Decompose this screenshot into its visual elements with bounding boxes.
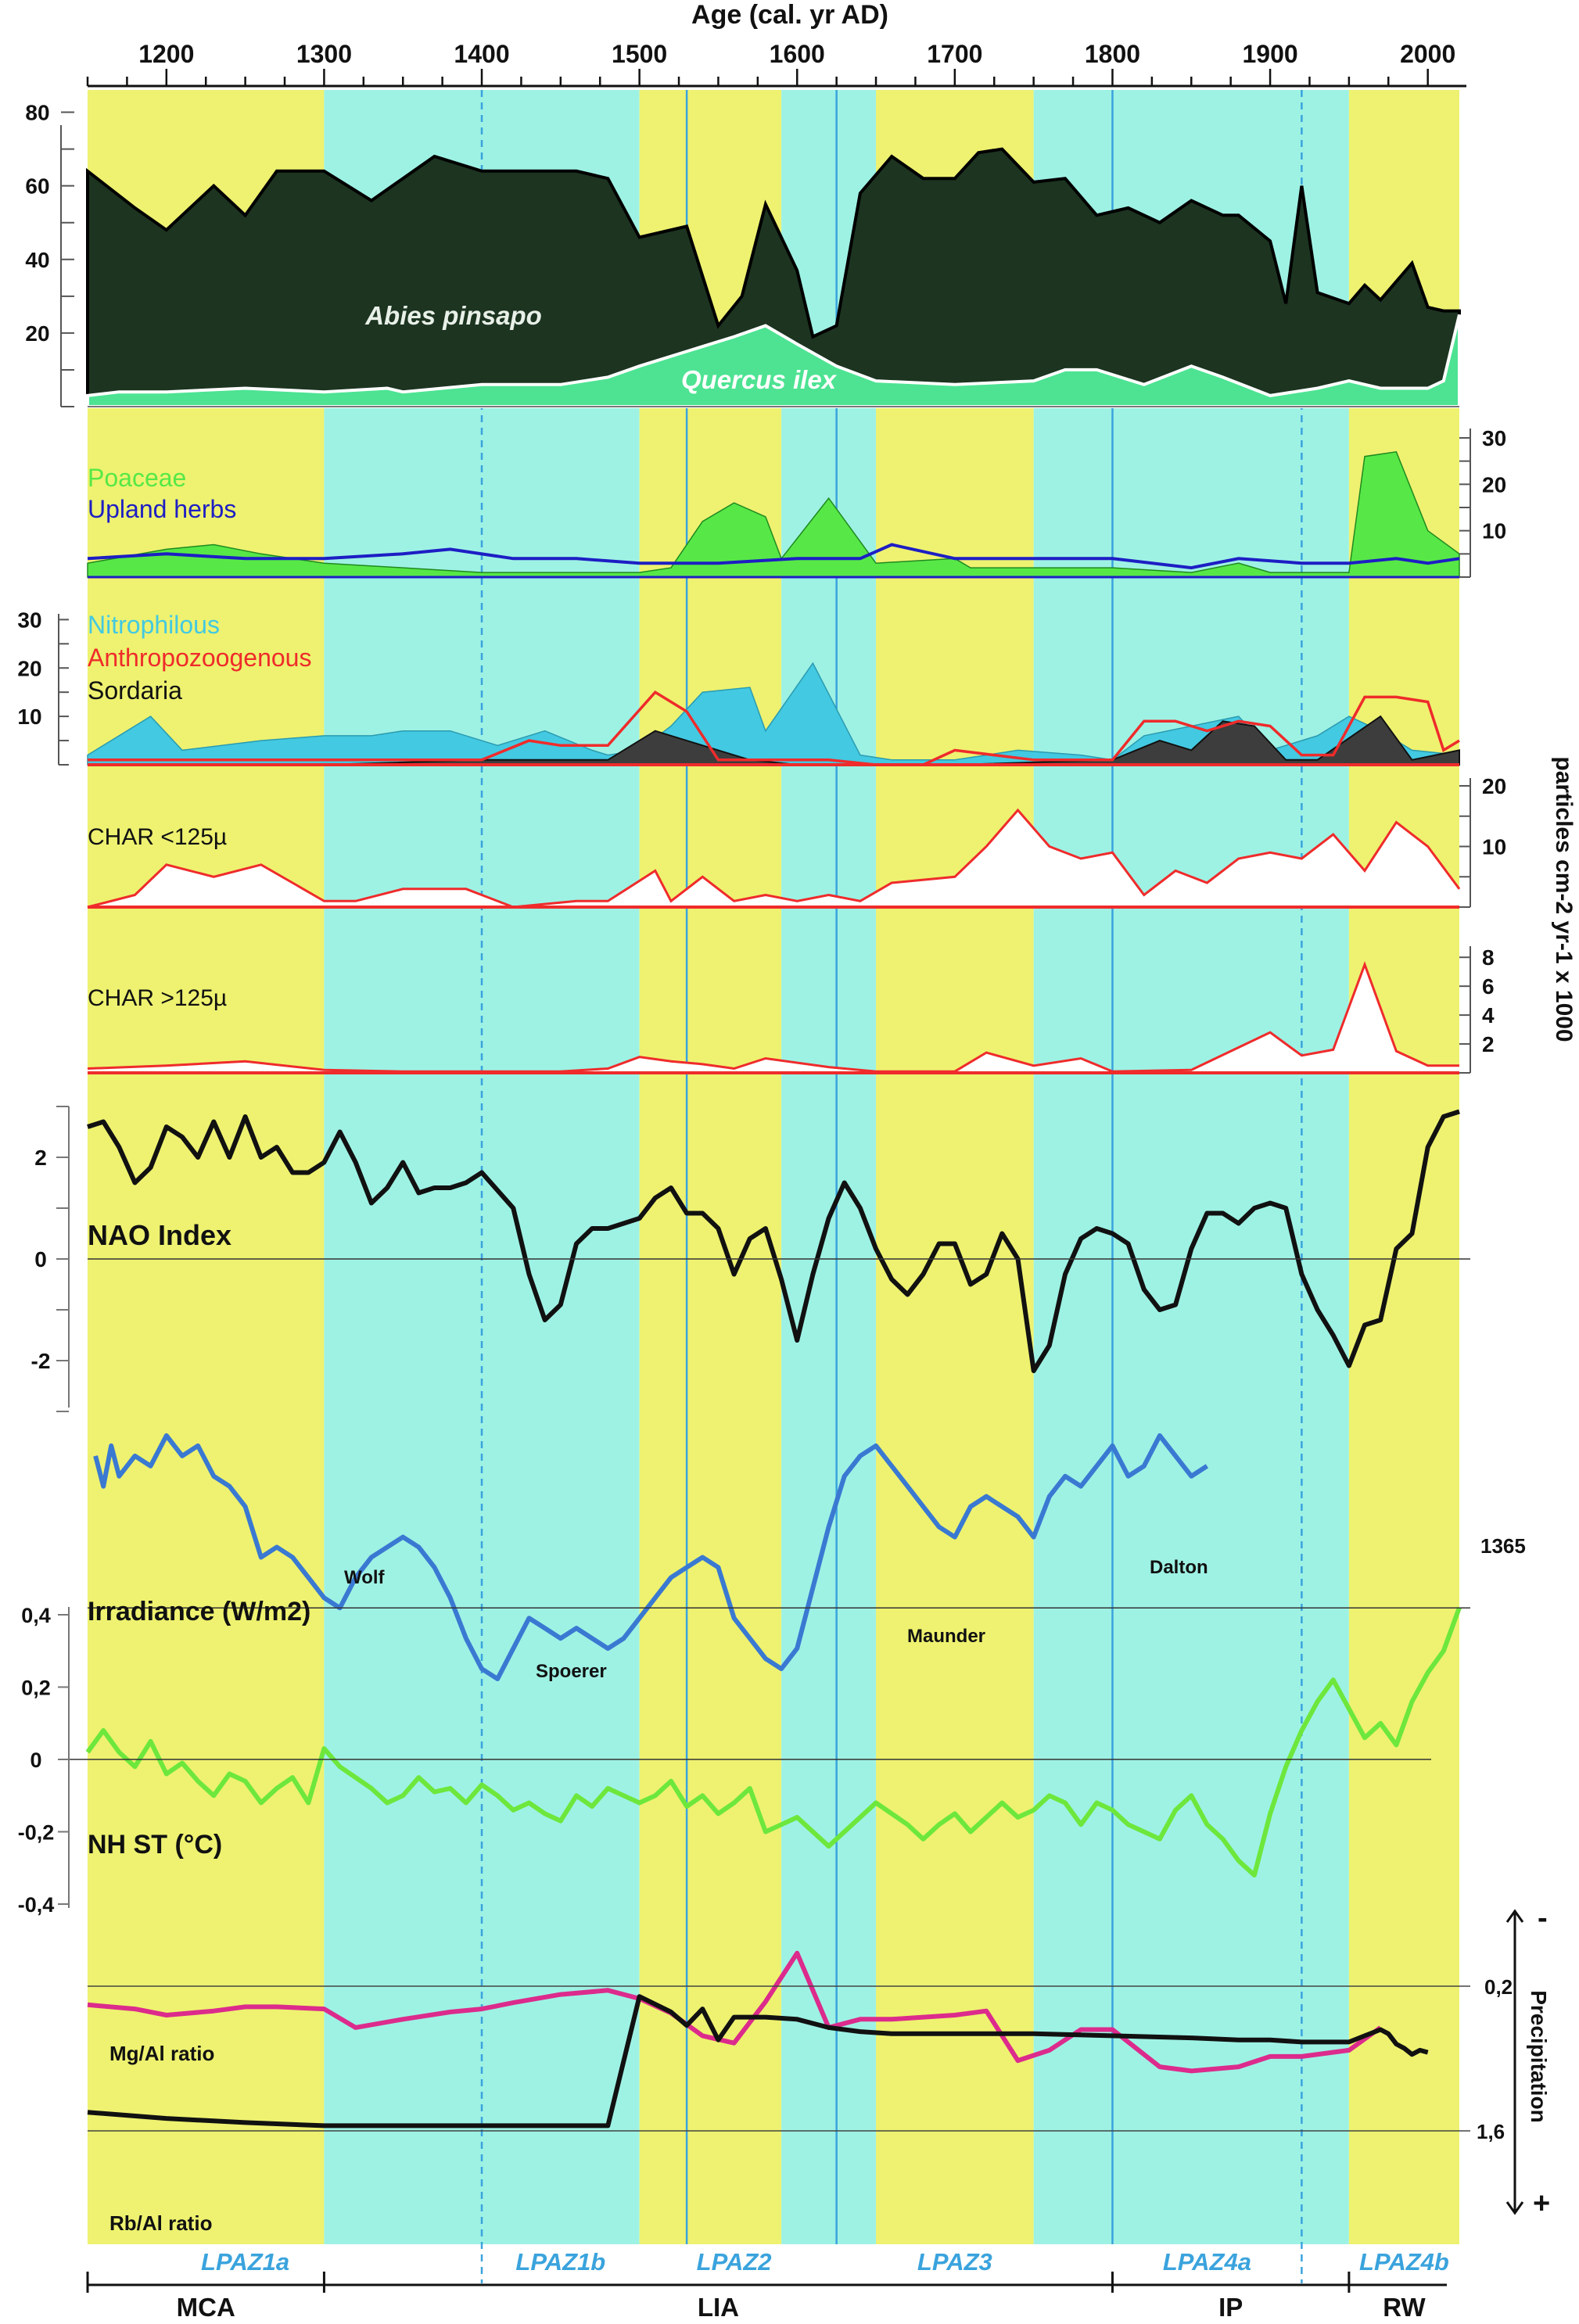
- char-large-area: [88, 964, 1459, 1073]
- nhst-label: NH ST (°C): [88, 1830, 222, 1860]
- zone-band-5: [876, 90, 1034, 2244]
- quercus-ilex-label: Quercus ilex: [681, 365, 838, 394]
- zone-band-3: [639, 90, 782, 2244]
- poaceae-area: [87, 450, 1460, 578]
- zone-label-lpaz2: LPAZ2: [697, 2248, 772, 2276]
- char-small-line: [87, 808, 1461, 909]
- top-x-tick-label: 1400: [454, 40, 509, 68]
- top-x-tick-label: 1700: [927, 40, 982, 68]
- top-x-tick-label: 2000: [1400, 40, 1455, 68]
- top-x-tick-label: 1200: [138, 40, 194, 68]
- nao-index-line: [87, 1109, 1460, 1373]
- char-large-y-label: 4: [1482, 1003, 1495, 1028]
- char-small-label: CHAR <125µ: [88, 824, 227, 850]
- zone-label-lpaz4a: LPAZ4a: [1163, 2248, 1251, 2276]
- rbal-ratio-label: Rb/Al ratio: [109, 2211, 212, 2235]
- upland-herbs-line: [87, 543, 1460, 570]
- zone-bands: [88, 90, 1459, 2244]
- nhst-y-label: 0,2: [21, 1677, 51, 1700]
- zone-boundary-lines: [480, 90, 1303, 2283]
- zone-band-7: [1348, 90, 1459, 2244]
- trees-y-label: 20: [25, 321, 49, 346]
- trees-y-label: 60: [25, 174, 49, 199]
- top-x-tick-label: 1600: [770, 40, 825, 68]
- precipitation-minus-sign: -: [1538, 1902, 1548, 1935]
- zone-label-lpaz1a: LPAZ1a: [201, 2248, 289, 2276]
- top-x-tick-label: 1500: [612, 40, 667, 68]
- zone-label-lpaz3: LPAZ3: [917, 2248, 992, 2276]
- char-right-axis-label: particles cm-2 yr-1 x 1000: [1551, 756, 1577, 1042]
- char-large-y-label: 8: [1482, 945, 1495, 970]
- nhst-line: [85, 1606, 1462, 1877]
- irradiance-label: Irradiance (W/m2): [88, 1597, 310, 1626]
- nitrophilous-label: Nitrophilous: [88, 611, 220, 639]
- zone-label-lpaz1b: LPAZ1b: [515, 2248, 605, 2276]
- anthropozoogenous-label: Anthropozoogenous: [88, 644, 311, 672]
- abies-pinsapo-label: Abies pinsapo: [364, 301, 542, 330]
- trees-y-label: 40: [25, 248, 49, 272]
- fungi-y-label: 30: [17, 608, 41, 632]
- char-large-label: CHAR >125µ: [88, 985, 227, 1011]
- spoerer-minimum-label: Spoerer: [536, 1661, 607, 1682]
- upland-herbs-label: Upland herbs: [88, 495, 236, 523]
- herbs-y-label: 10: [1482, 519, 1506, 543]
- herbs-y-label: 30: [1482, 426, 1506, 450]
- x-axis-title: Age (cal. yr AD): [691, 0, 888, 30]
- fungi-y-label: 20: [17, 656, 41, 680]
- period-label-ip: IP: [1218, 2293, 1243, 2322]
- geochem-tick-bottom: 1,6: [1477, 2120, 1505, 2143]
- nhst-y-label: -0,4: [18, 1893, 55, 1917]
- precipitation-plus-sign: +: [1533, 2187, 1550, 2220]
- period-label-mca: MCA: [177, 2293, 235, 2322]
- abies-pinsapo-area: [86, 147, 1461, 408]
- wolf-minimum-label: Wolf: [344, 1567, 386, 1588]
- trees-y-label: 80: [25, 101, 49, 125]
- nao-y-label: 0: [34, 1247, 47, 1271]
- char-large-y-label: 2: [1482, 1032, 1495, 1056]
- axes: 806040203020103020102010864220-20,40,20-…: [17, 40, 1506, 2322]
- geochem-tick-top: 0,2: [1484, 1975, 1513, 1999]
- sordaria-label: Sordaria: [88, 676, 182, 705]
- period-label-lia: LIA: [698, 2293, 739, 2322]
- nhst-y-label: 0,4: [21, 1604, 51, 1627]
- top-x-tick-label: 1800: [1085, 40, 1140, 68]
- period-label-rw: RW: [1383, 2293, 1426, 2322]
- nhst-y-label: -0,2: [18, 1821, 55, 1845]
- zone-label-lpaz4b: LPAZ4b: [1359, 2248, 1449, 2276]
- fungi-y-label: 10: [17, 705, 41, 729]
- mgal-ratio-line: [87, 1950, 1382, 2074]
- char-small-y-label: 10: [1482, 835, 1506, 859]
- maunder-minimum-label: Maunder: [907, 1626, 985, 1647]
- poaceae-label: Poaceae: [88, 464, 186, 492]
- nao-index-label: NAO Index: [88, 1219, 231, 1251]
- precipitation-arrow: [1505, 1909, 1524, 2215]
- zone-band-6: [1033, 90, 1349, 2244]
- quercus-ilex-area: [86, 314, 1461, 408]
- plot-series: [85, 147, 1462, 2129]
- char-small-area: [88, 810, 1459, 907]
- irradiance-ref-label: 1365: [1480, 1534, 1526, 1558]
- herbs-y-label: 20: [1482, 472, 1506, 497]
- nhst-y-label: 0: [30, 1748, 41, 1772]
- mgal-ratio-label: Mg/Al ratio: [109, 2042, 214, 2065]
- nao-y-label: -2: [31, 1349, 51, 1373]
- zone-band-4: [781, 90, 877, 2244]
- dalton-minimum-label: Dalton: [1150, 1557, 1208, 1578]
- irradiance-line: [93, 1433, 1209, 1681]
- nao-y-label: 2: [34, 1146, 47, 1170]
- char-small-y-label: 20: [1482, 774, 1506, 798]
- precipitation-axis-label: Precipitation: [1527, 1990, 1551, 2123]
- top-x-tick-label: 1300: [296, 40, 352, 68]
- rbal-ratio-line: [87, 1994, 1429, 2129]
- top-x-tick-label: 1900: [1242, 40, 1297, 68]
- char-large-y-label: 6: [1482, 974, 1495, 999]
- anthropozoogenous-line: [88, 690, 1460, 766]
